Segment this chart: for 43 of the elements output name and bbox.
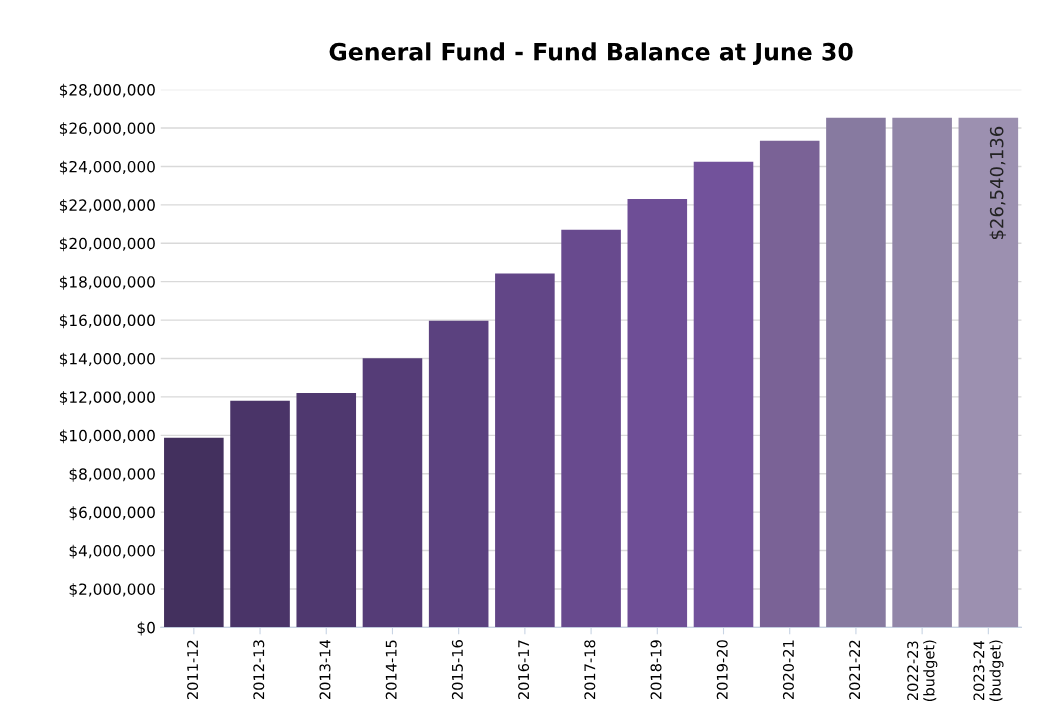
y-tick-label: $16,000,000 [59,314,155,329]
bar [892,117,952,628]
bar [495,273,555,628]
y-tick-label: $22,000,000 [59,199,155,213]
y-tick-label: $0 [137,621,155,636]
y-tick-label: $12,000,000 [59,391,155,405]
bar [627,198,688,628]
bar [164,437,224,628]
bar [759,140,820,628]
x-tick-label: 2014-15 [385,640,397,700]
x-tick-label: 2021-22 [849,640,861,700]
x-tick-label: 2017-18 [584,640,596,700]
bar [362,358,423,628]
y-tick-label: $26,000,000 [59,122,155,137]
x-tick-label: 2022-23 (budget) [907,640,938,702]
chart-title: General Fund - Fund Balance at June 30 [329,42,853,66]
x-tick-label: 2011-12 [187,640,199,700]
x-tick-label: 2020-21 [782,640,794,700]
bar [958,117,1019,628]
y-tick-label: $4,000,000 [69,544,155,559]
y-tick-label: $20,000,000 [59,237,155,252]
y-tick-label: $28,000,000 [59,83,155,98]
x-tick-label: 2019-20 [716,640,728,700]
x-tick-label: 2015-16 [451,640,463,700]
x-tick-label: 2018-19 [650,640,662,700]
data-label: $26,540,136 [989,126,1006,240]
y-tick-label: $10,000,000 [59,429,155,444]
bar [826,117,886,628]
x-tick-label: 2012-13 [253,640,265,700]
y-tick-label: $8,000,000 [69,467,155,482]
x-tick-label: 2016-17 [518,640,530,700]
bar [230,400,290,628]
bar [561,229,621,628]
y-tick-label: $2,000,000 [69,583,155,598]
x-tick-label: 2013-14 [319,640,331,700]
x-tick-label: 2023-24 (budget) [973,640,1004,702]
bar [428,320,489,628]
y-tick-label: $24,000,000 [59,160,155,175]
y-tick-label: $18,000,000 [59,275,155,290]
y-tick-label: $6,000,000 [69,506,155,521]
bar [693,161,754,628]
bar [296,392,357,628]
y-tick-label: $14,000,000 [59,352,155,367]
